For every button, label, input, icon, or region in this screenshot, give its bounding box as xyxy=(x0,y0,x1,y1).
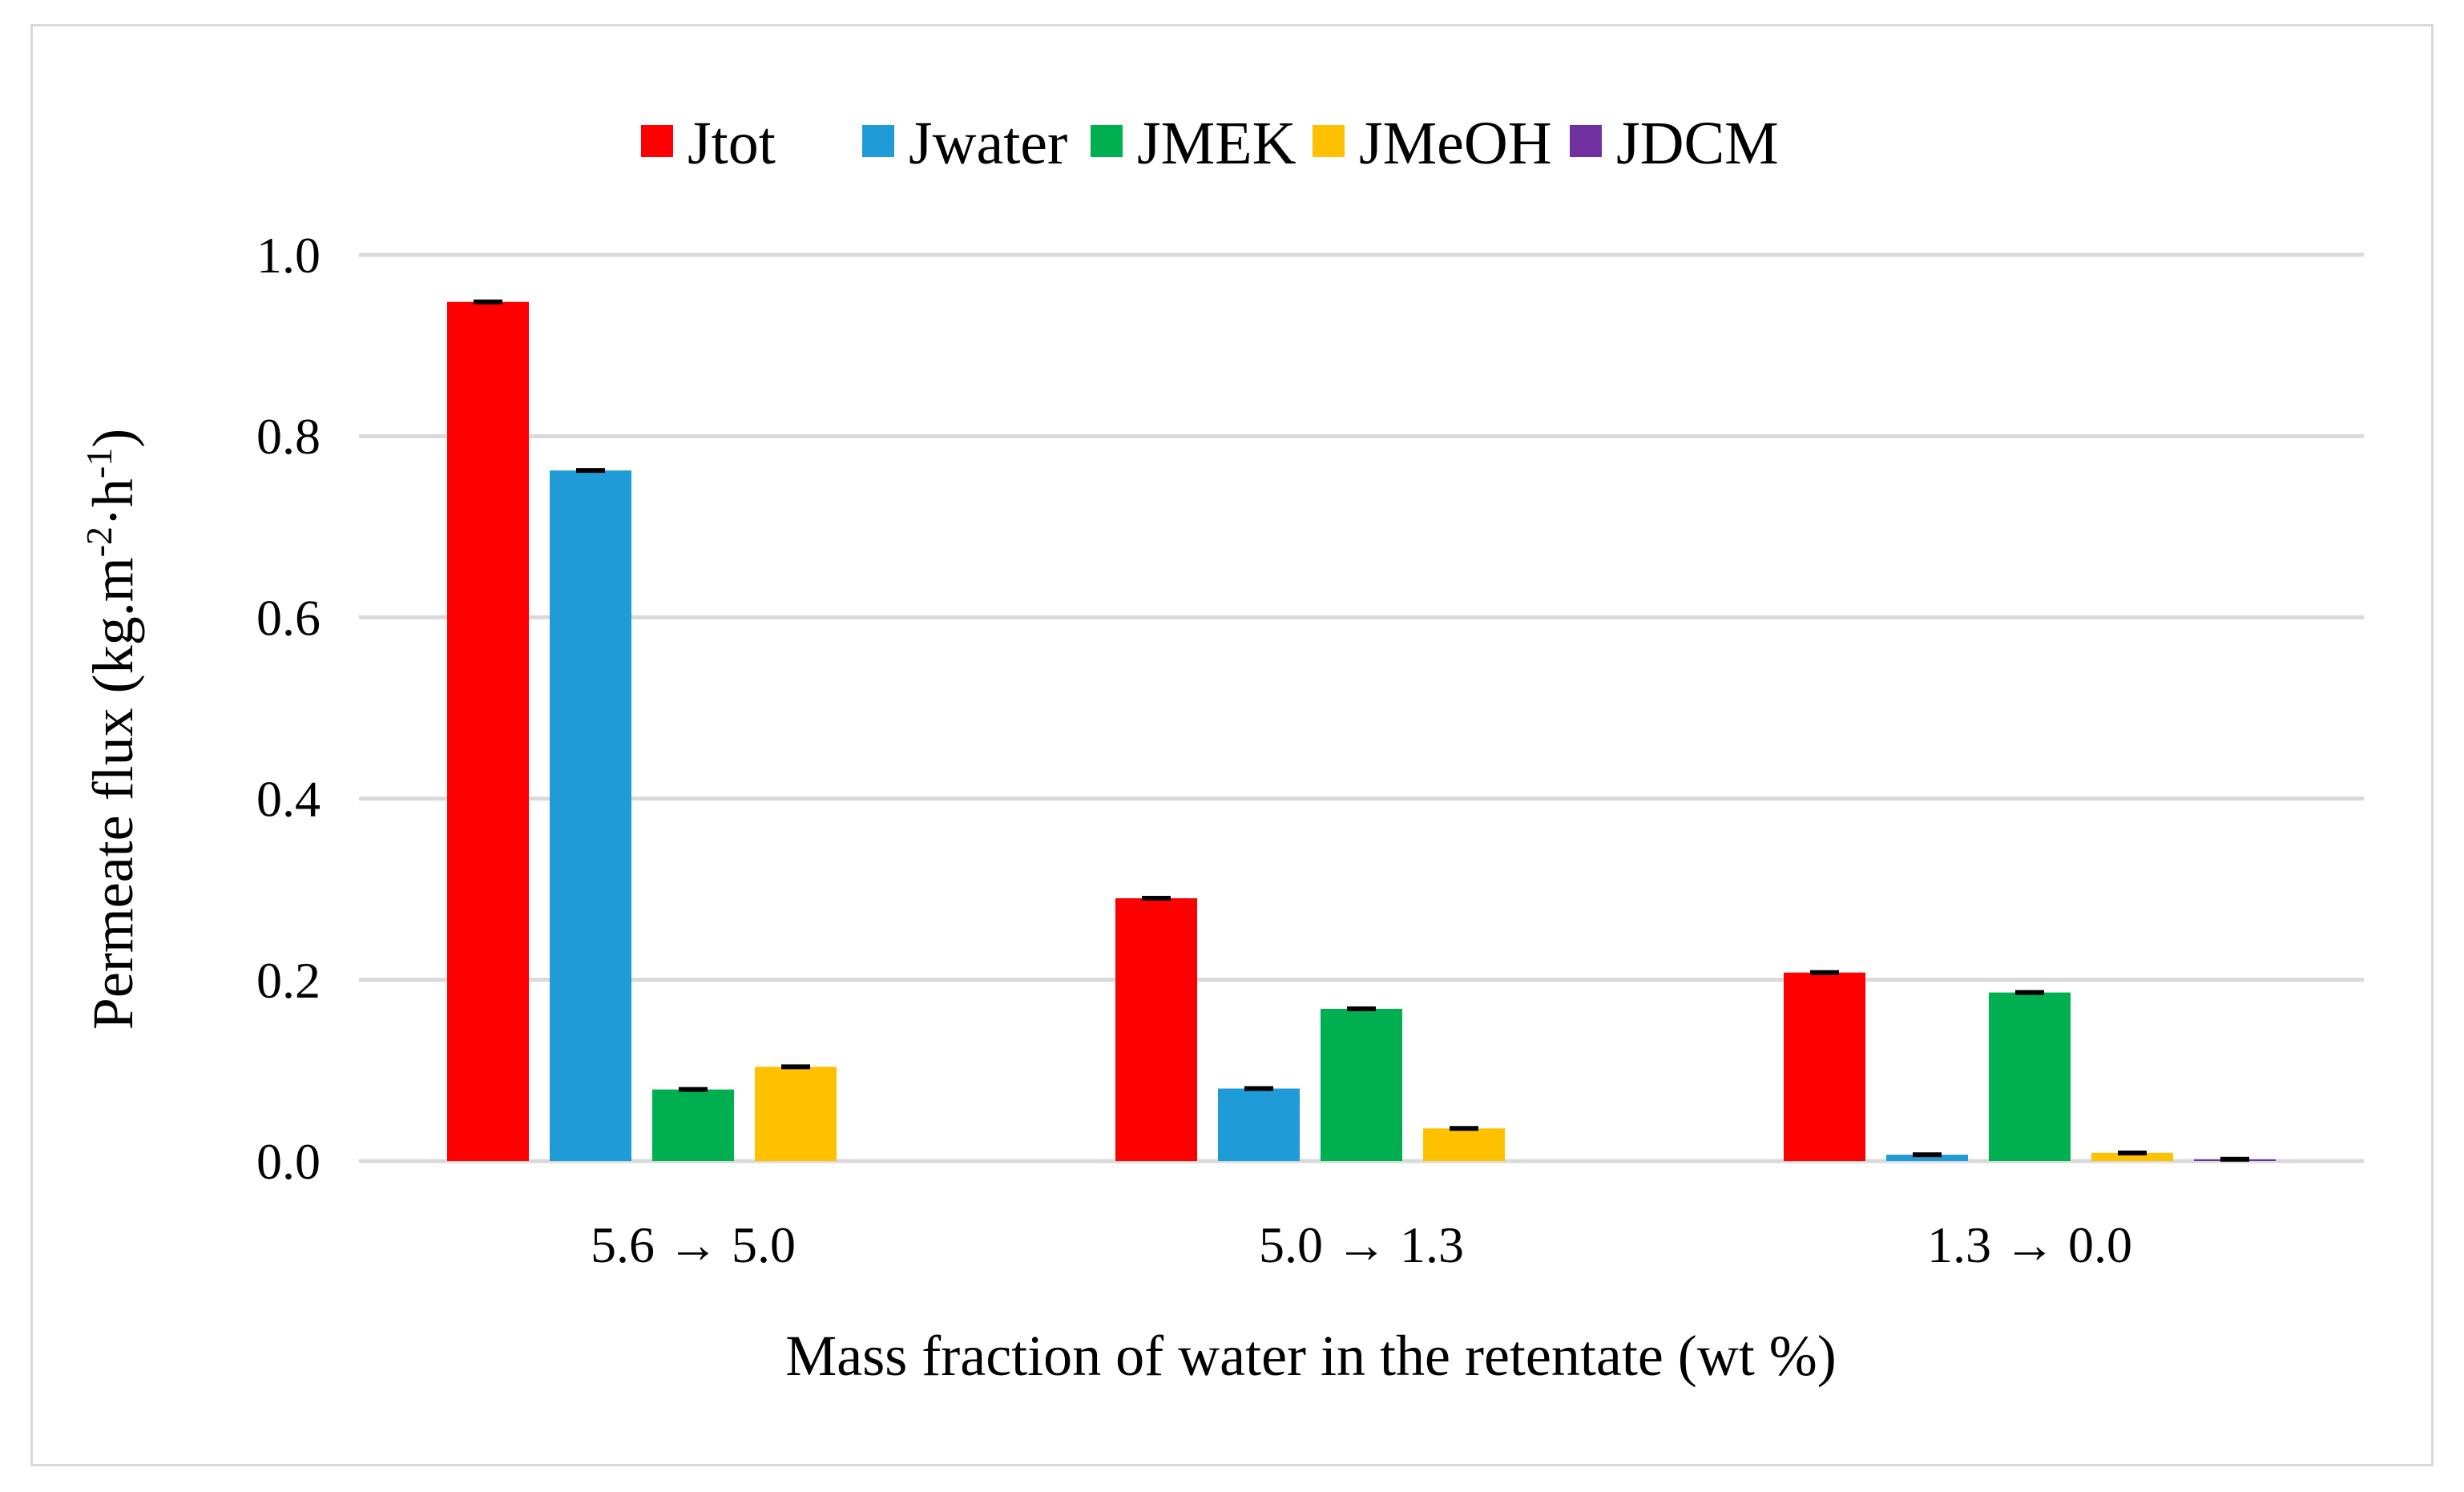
y-axis-title: Permeate flux (kg.m-2·h-1) xyxy=(79,429,145,1030)
bar-jtot xyxy=(1115,898,1197,1161)
legend-label-jdcm: JDCM xyxy=(1616,110,1779,177)
y-tick-label: 0.6 xyxy=(256,589,321,646)
x-tick-label: 5.6 → 5.0 xyxy=(591,1216,796,1273)
legend-swatch-jmek xyxy=(1091,125,1123,157)
x-tick-label: 5.0 → 1.3 xyxy=(1259,1216,1464,1273)
bar-jmek xyxy=(1989,992,2071,1161)
legend-label-jmek: JMEK xyxy=(1137,110,1297,177)
y-tick-label: 0.4 xyxy=(256,771,321,828)
bar-jwater xyxy=(550,470,631,1161)
y-tick-label: 0.2 xyxy=(256,952,321,1009)
bar-jmeoh xyxy=(1423,1128,1505,1161)
legend-swatch-jwater xyxy=(862,125,894,157)
bars xyxy=(447,299,2276,1162)
bar-jtot xyxy=(447,301,529,1161)
x-tick-label: 1.3 → 0.0 xyxy=(1927,1216,2132,1273)
y-tick-label: 0.0 xyxy=(256,1133,321,1190)
legend-swatch-jmeoh xyxy=(1313,125,1345,157)
y-axis-ticks: 0.0 0.2 0.4 0.6 0.8 1.0 xyxy=(256,227,321,1190)
bar-jwater xyxy=(1218,1088,1300,1161)
bar-jmeoh xyxy=(755,1067,837,1161)
bar-jtot xyxy=(1784,972,1865,1161)
x-axis-title: Mass fraction of water in the retentate … xyxy=(785,1324,1836,1388)
legend-swatch-jtot xyxy=(641,125,673,157)
legend-swatch-jdcm xyxy=(1570,125,1602,157)
legend-label-jtot: Jtot xyxy=(688,110,776,177)
x-axis-ticks: 5.6 → 5.0 5.0 → 1.3 1.3 → 0.0 xyxy=(591,1216,2132,1273)
y-axis-title-end: ) xyxy=(81,429,145,448)
legend-label-jwater: Jwater xyxy=(909,110,1067,177)
legend-label-jmeoh: JMeOH xyxy=(1359,110,1552,177)
chart-frame xyxy=(30,24,2434,1466)
y-axis-title-sup1: -2 xyxy=(79,526,119,557)
bar-jmek xyxy=(1321,1008,1402,1161)
y-axis-title-sup2: -1 xyxy=(79,448,119,478)
y-axis-title-mid: ·h xyxy=(81,478,145,526)
y-axis-title-main: Permeate flux (kg.m xyxy=(81,557,145,1030)
legend: Jtot Jwater JMEK JMeOH JDCM xyxy=(641,110,1779,177)
bar-jmek xyxy=(652,1089,734,1161)
y-tick-label: 0.8 xyxy=(256,408,321,465)
bar-jmeoh xyxy=(2091,1152,2173,1161)
y-tick-label: 1.0 xyxy=(256,227,321,284)
bar-jwater xyxy=(1886,1155,1968,1161)
